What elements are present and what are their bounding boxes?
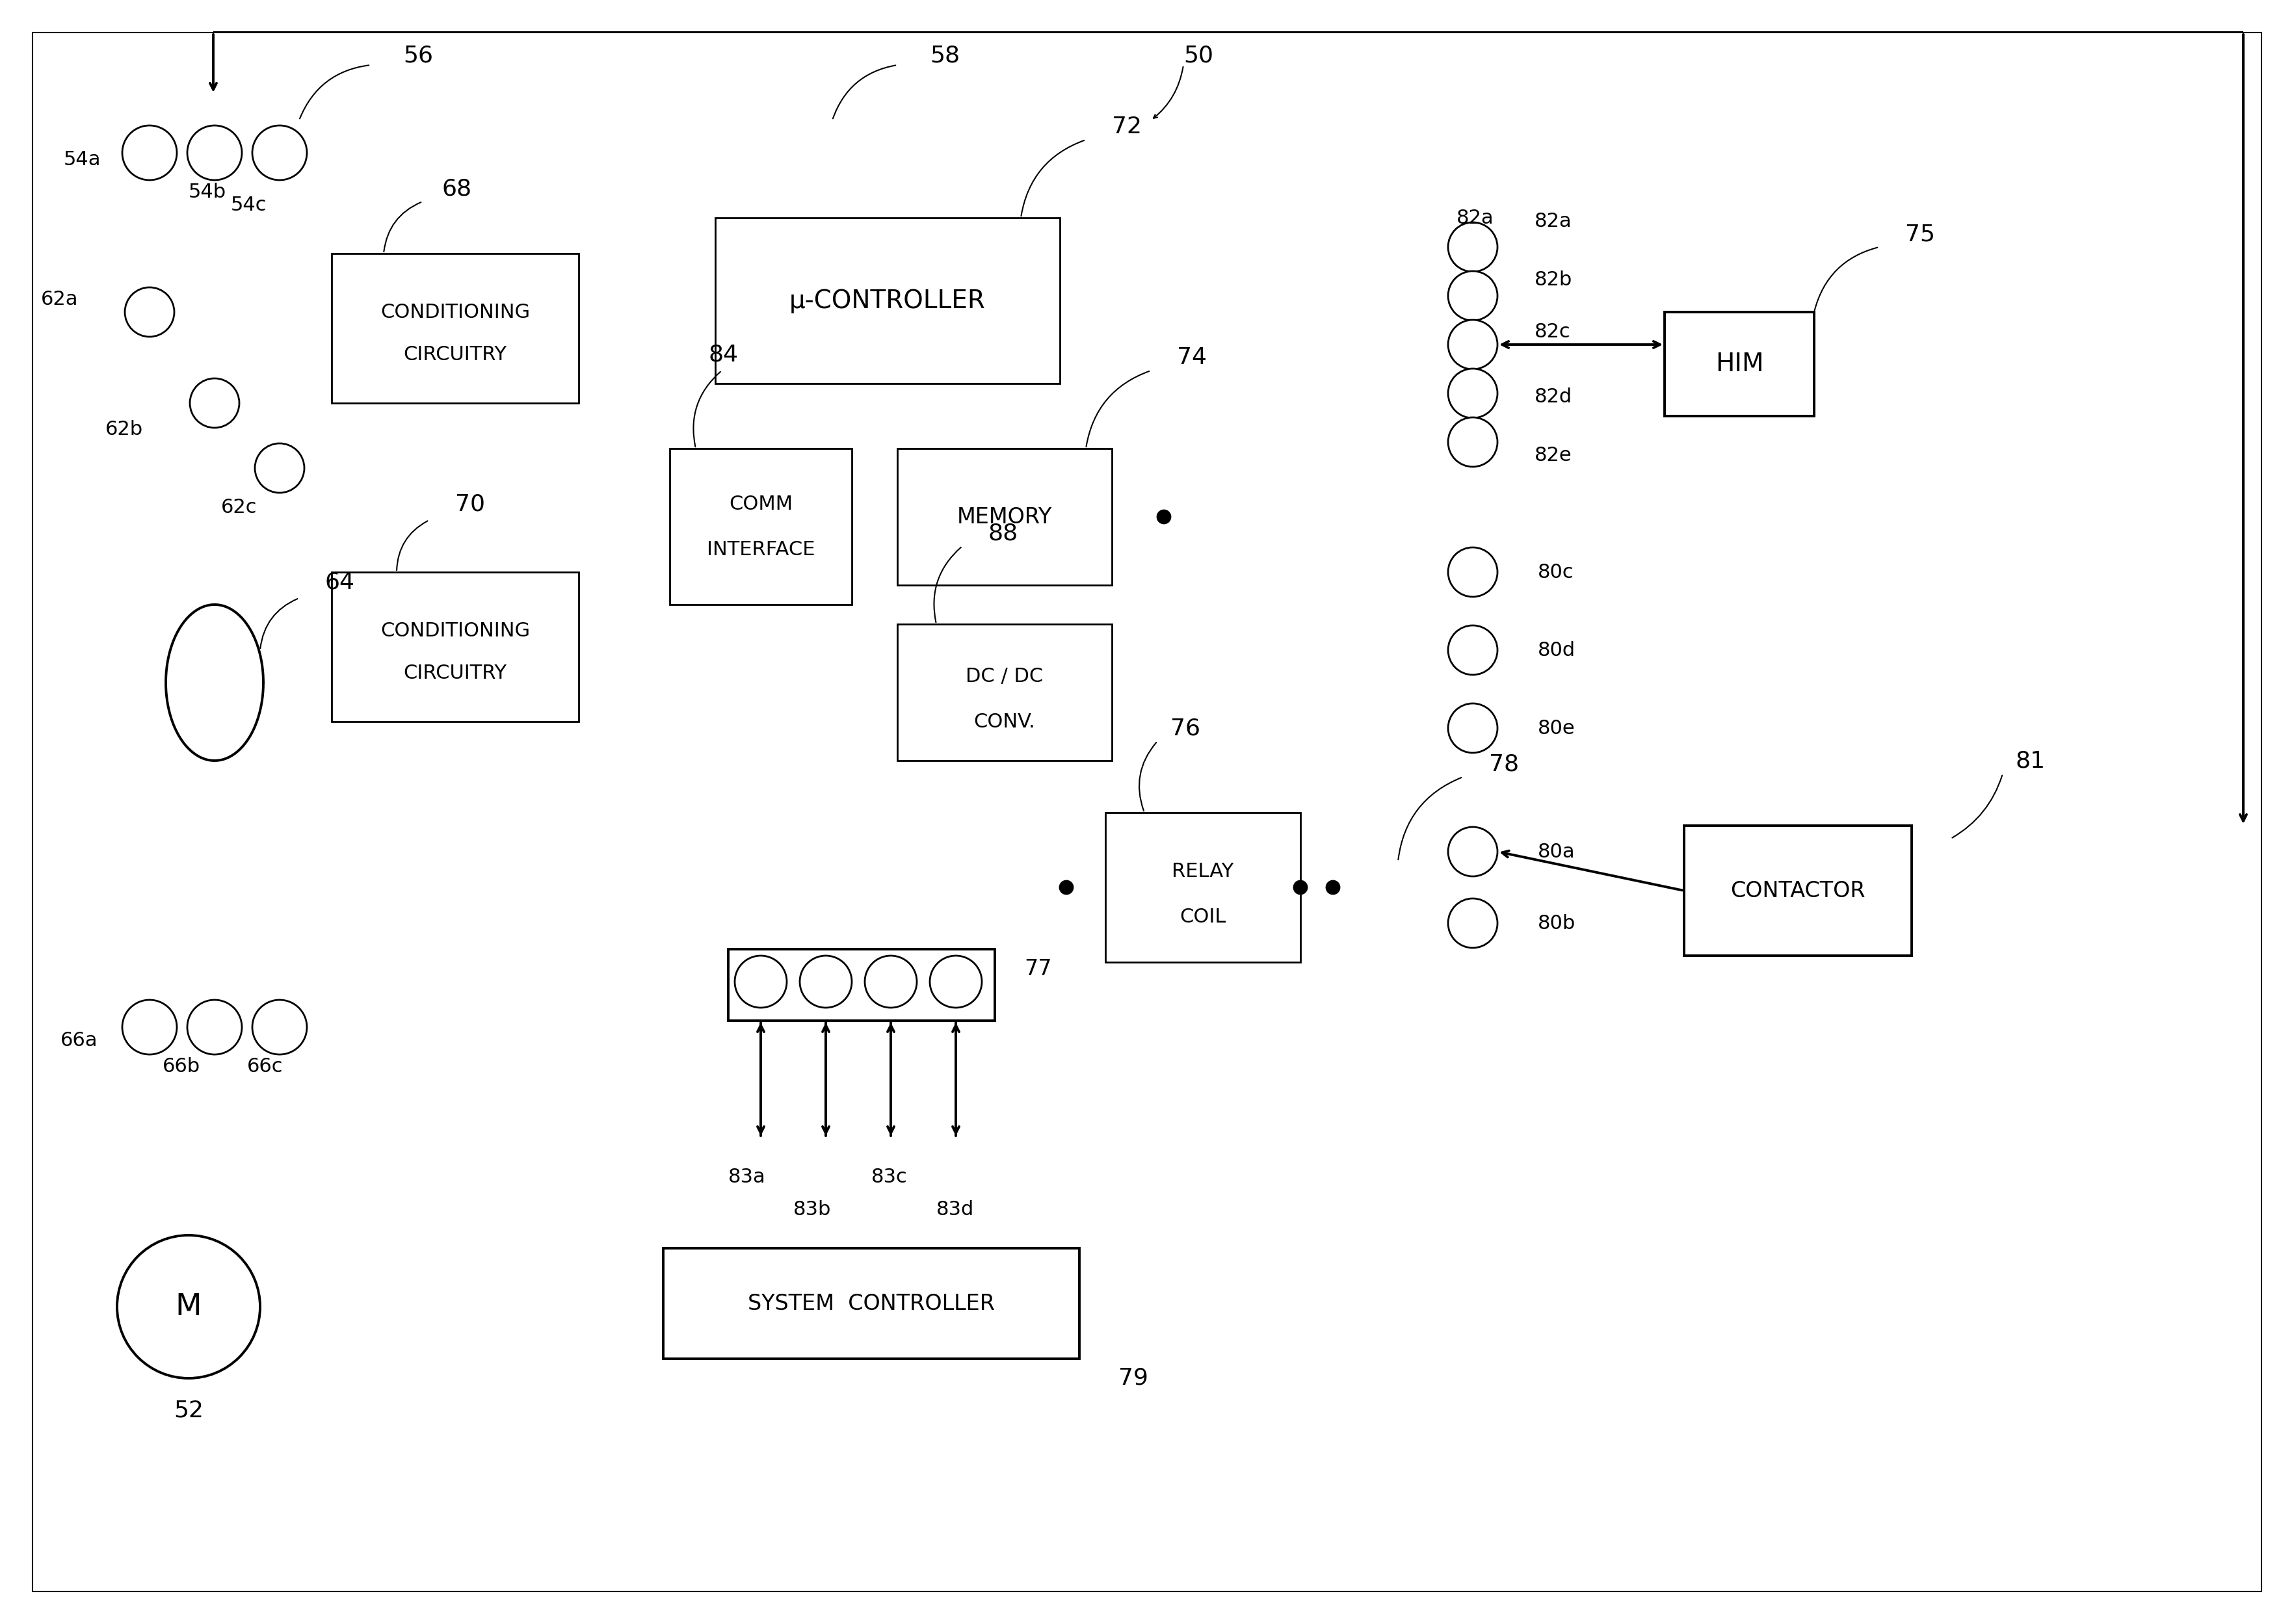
Text: 52: 52 bbox=[174, 1400, 204, 1423]
Circle shape bbox=[1448, 827, 1498, 877]
Text: 82e: 82e bbox=[1535, 445, 1571, 464]
Text: 78: 78 bbox=[1489, 754, 1519, 775]
Circle shape bbox=[1448, 898, 1498, 948]
Bar bbox=[1684, 825, 1911, 955]
Circle shape bbox=[188, 1000, 241, 1054]
Text: INTERFACE: INTERFACE bbox=[707, 539, 814, 559]
Text: 84: 84 bbox=[709, 343, 739, 365]
Text: 54a: 54a bbox=[64, 149, 101, 169]
Bar bbox=[606, 120, 1854, 1054]
Text: 75: 75 bbox=[1904, 222, 1936, 245]
Text: 54b: 54b bbox=[188, 182, 227, 201]
Circle shape bbox=[252, 1000, 307, 1054]
Circle shape bbox=[1060, 880, 1074, 893]
Circle shape bbox=[124, 287, 174, 336]
Text: 80c: 80c bbox=[1537, 562, 1574, 581]
Text: 80a: 80a bbox=[1537, 843, 1576, 861]
Circle shape bbox=[1448, 417, 1498, 466]
Text: 82b: 82b bbox=[1535, 270, 1571, 289]
Text: 79: 79 bbox=[1119, 1367, 1149, 1389]
Text: 58: 58 bbox=[929, 44, 959, 67]
Bar bbox=[670, 448, 851, 604]
Bar bbox=[1106, 812, 1301, 961]
Text: 62b: 62b bbox=[106, 419, 142, 438]
Text: 74: 74 bbox=[1177, 346, 1207, 369]
Bar bbox=[333, 253, 578, 403]
Text: 62a: 62a bbox=[41, 289, 78, 309]
Circle shape bbox=[1158, 510, 1170, 523]
Text: 82a: 82a bbox=[1457, 208, 1493, 227]
Text: 72: 72 bbox=[1113, 115, 1142, 138]
Bar bbox=[727, 948, 996, 1021]
Circle shape bbox=[190, 378, 239, 427]
Text: M: M bbox=[174, 1293, 202, 1322]
Text: 82c: 82c bbox=[1535, 322, 1571, 341]
Text: 82d: 82d bbox=[1535, 387, 1571, 406]
Circle shape bbox=[1448, 271, 1498, 320]
Circle shape bbox=[122, 1000, 177, 1054]
Circle shape bbox=[1326, 880, 1340, 893]
Text: 62c: 62c bbox=[220, 497, 257, 516]
Text: 56: 56 bbox=[404, 44, 434, 67]
Bar bbox=[53, 120, 585, 1054]
Circle shape bbox=[1448, 547, 1498, 596]
Circle shape bbox=[1448, 703, 1498, 754]
Text: 66a: 66a bbox=[60, 1031, 99, 1049]
Text: 50: 50 bbox=[1184, 44, 1214, 67]
Circle shape bbox=[734, 955, 787, 1007]
Text: 83c: 83c bbox=[872, 1168, 908, 1186]
Text: 68: 68 bbox=[443, 177, 473, 200]
Text: CIRCUITRY: CIRCUITRY bbox=[404, 664, 507, 682]
Circle shape bbox=[929, 955, 982, 1007]
Text: COMM: COMM bbox=[729, 494, 794, 513]
Bar bbox=[333, 572, 578, 721]
Circle shape bbox=[865, 955, 918, 1007]
Text: 82a: 82a bbox=[1535, 211, 1571, 231]
Bar bbox=[716, 218, 1060, 383]
Text: DC / DC: DC / DC bbox=[966, 667, 1044, 685]
Text: MEMORY: MEMORY bbox=[957, 507, 1053, 528]
Text: CONDITIONING: CONDITIONING bbox=[381, 622, 530, 640]
Circle shape bbox=[1448, 222, 1498, 271]
Circle shape bbox=[117, 1236, 259, 1379]
Bar bbox=[897, 624, 1113, 760]
Circle shape bbox=[1448, 369, 1498, 417]
Text: 54c: 54c bbox=[232, 195, 266, 214]
Text: 66b: 66b bbox=[163, 1057, 200, 1075]
Circle shape bbox=[1294, 880, 1308, 893]
Circle shape bbox=[1448, 625, 1498, 676]
Text: RELAY: RELAY bbox=[1172, 862, 1234, 880]
Text: CIRCUITRY: CIRCUITRY bbox=[404, 344, 507, 364]
Circle shape bbox=[801, 955, 851, 1007]
Text: CONV.: CONV. bbox=[973, 713, 1035, 731]
Text: μ-CONTROLLER: μ-CONTROLLER bbox=[789, 289, 986, 313]
Text: 80b: 80b bbox=[1537, 914, 1576, 932]
Text: 83b: 83b bbox=[794, 1200, 830, 1218]
Text: 83d: 83d bbox=[936, 1200, 975, 1218]
Text: SYSTEM  CONTROLLER: SYSTEM CONTROLLER bbox=[748, 1293, 996, 1314]
Text: COIL: COIL bbox=[1179, 908, 1225, 926]
Text: HIM: HIM bbox=[1716, 352, 1764, 377]
Text: 83a: 83a bbox=[727, 1168, 766, 1186]
Circle shape bbox=[188, 125, 241, 180]
Text: 76: 76 bbox=[1170, 718, 1200, 739]
Text: 81: 81 bbox=[2016, 750, 2046, 771]
Text: CONTACTOR: CONTACTOR bbox=[1730, 880, 1865, 901]
Circle shape bbox=[252, 125, 307, 180]
Text: 77: 77 bbox=[1023, 958, 1051, 979]
Circle shape bbox=[122, 125, 177, 180]
Bar bbox=[897, 448, 1113, 585]
Text: 64: 64 bbox=[326, 570, 356, 593]
Circle shape bbox=[1448, 320, 1498, 369]
Text: 88: 88 bbox=[989, 521, 1019, 544]
Circle shape bbox=[255, 443, 305, 492]
Text: 80e: 80e bbox=[1537, 719, 1576, 737]
Text: CONDITIONING: CONDITIONING bbox=[381, 302, 530, 322]
Text: 80d: 80d bbox=[1537, 641, 1576, 659]
Text: 66c: 66c bbox=[248, 1057, 282, 1075]
Bar bbox=[1665, 312, 1815, 416]
Text: 70: 70 bbox=[454, 492, 484, 515]
Bar bbox=[663, 1249, 1080, 1359]
